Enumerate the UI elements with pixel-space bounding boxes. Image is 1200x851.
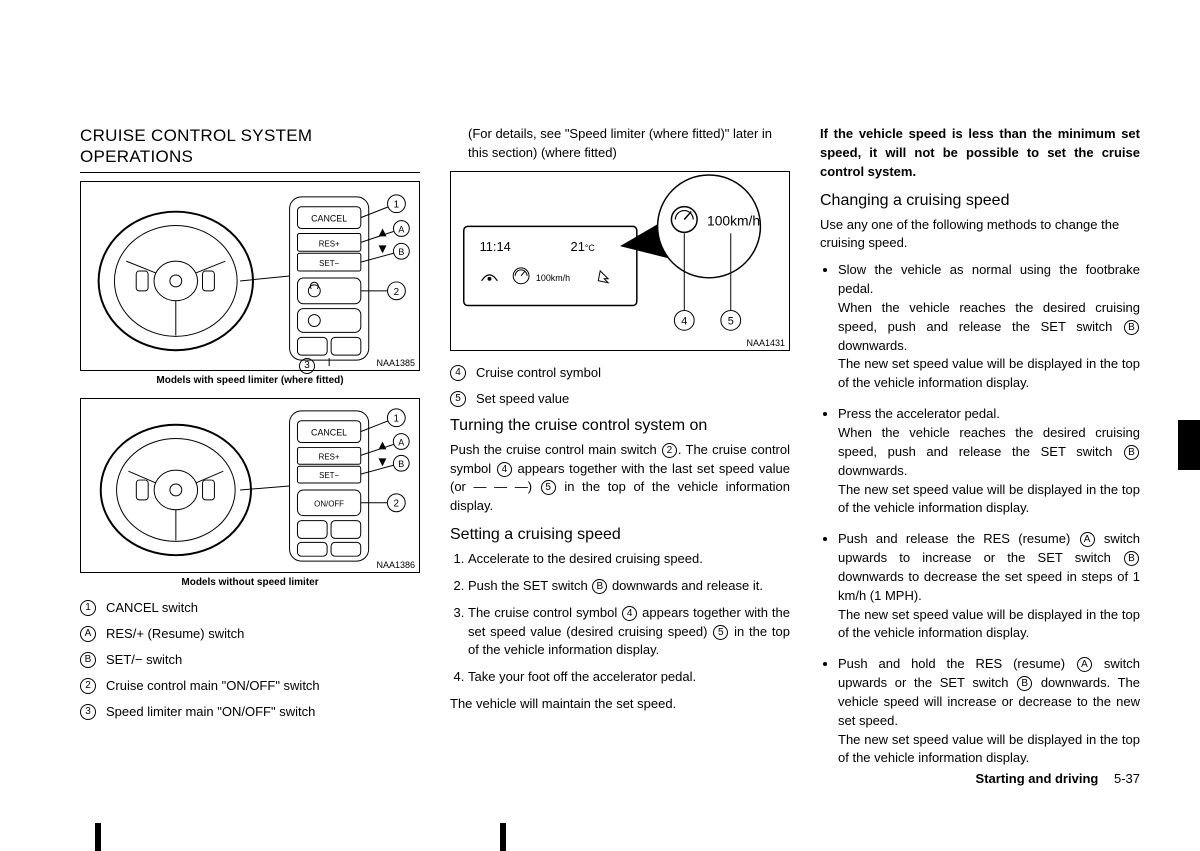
footer-page: 5-37 <box>1114 771 1140 786</box>
columns: CRUISE CONTROL SYSTEM OPERATIONS <box>80 125 1140 780</box>
figure-1: CANCEL RES+ SET− 1 A <box>80 181 420 371</box>
figure-2-id: NAA1386 <box>376 560 415 570</box>
svg-text:A: A <box>398 437 404 447</box>
steering-wheel-diagram-2: CANCEL RES+ SET− ON/OFF 1 A B <box>81 399 419 572</box>
setting-speed-heading: Setting a cruising speed <box>450 526 790 544</box>
legend-item: 4Cruise control symbol <box>450 365 790 381</box>
intro-note: (For details, see "Speed limiter (where … <box>450 125 790 163</box>
setting-steps: Accelerate to the desired cruising speed… <box>450 550 790 687</box>
svg-text:B: B <box>398 247 404 257</box>
legend-item: 1CANCEL switch <box>80 600 420 616</box>
legend-item: 2Cruise control main "ON/OFF" switch <box>80 678 420 694</box>
svg-text:RES+: RES+ <box>319 239 340 248</box>
svg-text:4: 4 <box>681 315 687 327</box>
warning-text: If the vehicle speed is less than the mi… <box>820 125 1140 182</box>
tail-text: The vehicle will maintain the set speed. <box>450 695 790 714</box>
svg-text:100km/h: 100km/h <box>707 212 760 228</box>
svg-text:2: 2 <box>394 286 399 297</box>
steering-wheel-diagram-1: CANCEL RES+ SET− 1 A <box>81 182 419 370</box>
legend-item: BSET/− switch <box>80 652 420 668</box>
bullet-item: Push and hold the RES (resume) A switch … <box>838 655 1140 768</box>
legend-item: 5Set speed value <box>450 391 790 407</box>
display-diagram: 11:14 21°C 100km/h <box>451 172 789 350</box>
bullet-item: Press the accelerator pedal.When the veh… <box>838 405 1140 518</box>
edge-tab <box>1178 420 1200 470</box>
changing-intro: Use any one of the following methods to … <box>820 216 1140 254</box>
legend-list-1: 1CANCEL switch ARES/+ (Resume) switch BSET… <box>80 600 420 720</box>
svg-text:SET−: SET− <box>319 259 339 268</box>
svg-text:2: 2 <box>394 498 400 509</box>
figure-1-caption: Models with speed limiter (where fitted) <box>80 375 420 386</box>
svg-text:B: B <box>398 459 404 469</box>
svg-text:SET−: SET− <box>319 471 339 480</box>
figure-3: 11:14 21°C 100km/h <box>450 171 790 351</box>
svg-text:RES+: RES+ <box>319 452 340 461</box>
legend-list-2: 4Cruise control symbol 5Set speed value <box>450 365 790 407</box>
figure-3-id: NAA1431 <box>746 338 785 348</box>
callout-3: 3 <box>299 358 315 374</box>
step-item: Accelerate to the desired cruising speed… <box>468 550 790 569</box>
svg-text:ON/OFF: ON/OFF <box>314 499 344 508</box>
svg-text:1: 1 <box>394 413 400 424</box>
step-item: Take your foot off the accelerator pedal… <box>468 668 790 687</box>
bullet-item: Push and release the RES (resume) A swit… <box>838 530 1140 643</box>
svg-text:21°C: 21°C <box>571 239 596 254</box>
bullet-item: Slow the vehicle as normal using the foo… <box>838 261 1140 393</box>
changing-speed-heading: Changing a cruising speed <box>820 192 1140 210</box>
step-item: The cruise control symbol 4 appears toge… <box>468 604 790 661</box>
section-heading: CRUISE CONTROL SYSTEM OPERATIONS <box>80 125 420 173</box>
figure-2: CANCEL RES+ SET− ON/OFF 1 A B <box>80 398 420 573</box>
step-item: Push the SET switch B downwards and rele… <box>468 577 790 596</box>
svg-text:100km/h: 100km/h <box>536 272 570 282</box>
svg-text:CANCEL: CANCEL <box>311 213 347 223</box>
manual-page: CRUISE CONTROL SYSTEM OPERATIONS <box>0 0 1200 851</box>
changing-bullets: Slow the vehicle as normal using the foo… <box>820 261 1140 768</box>
column-2: (For details, see "Speed limiter (where … <box>450 125 790 780</box>
column-1: CRUISE CONTROL SYSTEM OPERATIONS <box>80 125 420 780</box>
page-footer: Starting and driving 5-37 <box>976 771 1140 786</box>
legend-item: ARES/+ (Resume) switch <box>80 626 420 642</box>
turning-on-text: Push the cruise control main switch 2. T… <box>450 441 790 516</box>
svg-text:5: 5 <box>728 315 734 327</box>
legend-item: 3Speed limiter main "ON/OFF" switch <box>80 704 420 720</box>
footer-section: Starting and driving <box>976 771 1099 786</box>
crop-mark <box>95 823 101 851</box>
column-3: If the vehicle speed is less than the mi… <box>820 125 1140 780</box>
svg-text:1: 1 <box>394 199 400 210</box>
crop-mark <box>500 823 506 851</box>
figure-2-caption: Models without speed limiter <box>80 577 420 588</box>
turning-on-heading: Turning the cruise control system on <box>450 417 790 435</box>
figure-1-id: NAA1385 <box>376 358 415 368</box>
svg-text:11:14: 11:14 <box>480 239 511 254</box>
svg-text:A: A <box>398 224 404 234</box>
svg-text:CANCEL: CANCEL <box>311 427 347 437</box>
